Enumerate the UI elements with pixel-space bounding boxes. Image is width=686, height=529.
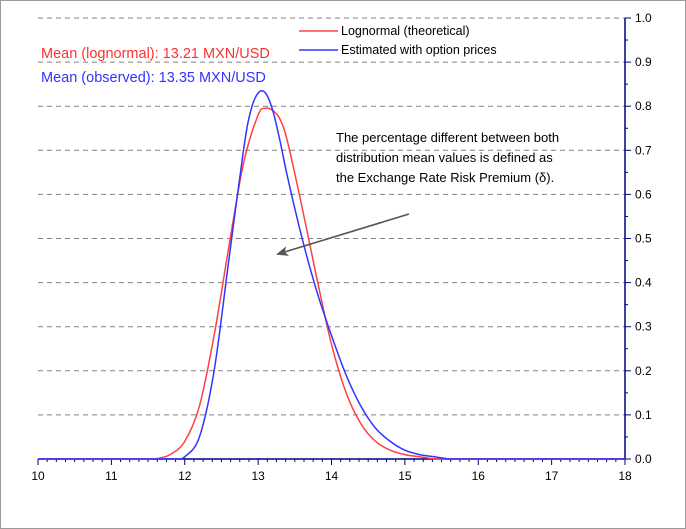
grid-layer <box>38 17 625 416</box>
mean-lognormal-label: Mean (lognormal): 13.21 MXN/USD <box>41 46 270 62</box>
annotation-arrow <box>276 213 410 256</box>
x-tick-label-6: 16 <box>472 469 486 483</box>
y-tick-label-2: 0.2 <box>635 364 652 378</box>
legend-label-lognormal: Lognormal (theoretical) <box>341 24 470 38</box>
y-tick-label-4: 0.4 <box>635 276 652 290</box>
y-tick-label-1: 0.1 <box>635 408 652 422</box>
x-tick-label-0: 10 <box>31 469 45 483</box>
y-tick-label-5: 0.5 <box>635 232 652 246</box>
y-tick-label-7: 0.7 <box>635 143 652 157</box>
x-tick-label-2: 12 <box>178 469 192 483</box>
axes-layer: 10 11 12 13 14 15 16 17 180.0 0.1 0.2 0.3 0.4 0.5 0.6 0… <box>31 11 652 483</box>
y-tick-label-0: 0.0 <box>635 452 652 466</box>
legend-label-option-prices: Estimated with option prices <box>341 43 497 57</box>
x-tick-label-4: 14 <box>325 469 339 483</box>
x-tick-label-8: 18 <box>618 469 632 483</box>
x-tick-label-1: 11 <box>105 469 118 483</box>
x-tick-label-3: 13 <box>251 469 265 483</box>
y-tick-label-9: 0.9 <box>635 55 652 69</box>
x-tick-label-7: 17 <box>545 469 559 483</box>
series-lognormal-line <box>38 107 625 460</box>
note-line-3: the Exchange Rate Risk Premium (δ). <box>336 170 554 185</box>
note-line-1: The percentage different between both <box>336 130 559 145</box>
y-tick-label-8: 0.8 <box>635 99 652 113</box>
y-tick-label-6: 0.6 <box>635 187 652 201</box>
y-tick-label-3: 0.3 <box>635 320 652 334</box>
series-layer <box>38 90 625 460</box>
x-tick-label-5: 15 <box>398 469 412 483</box>
note-line-2: distribution mean values is defined as <box>336 150 553 165</box>
mean-observed-label: Mean (observed): 13.35 MXN/USD <box>41 70 266 86</box>
legend: Lognormal (theoretical) Estimated with o… <box>299 24 497 57</box>
y-tick-label-10: 1.0 <box>635 11 652 25</box>
series-option-prices-line <box>38 90 625 460</box>
